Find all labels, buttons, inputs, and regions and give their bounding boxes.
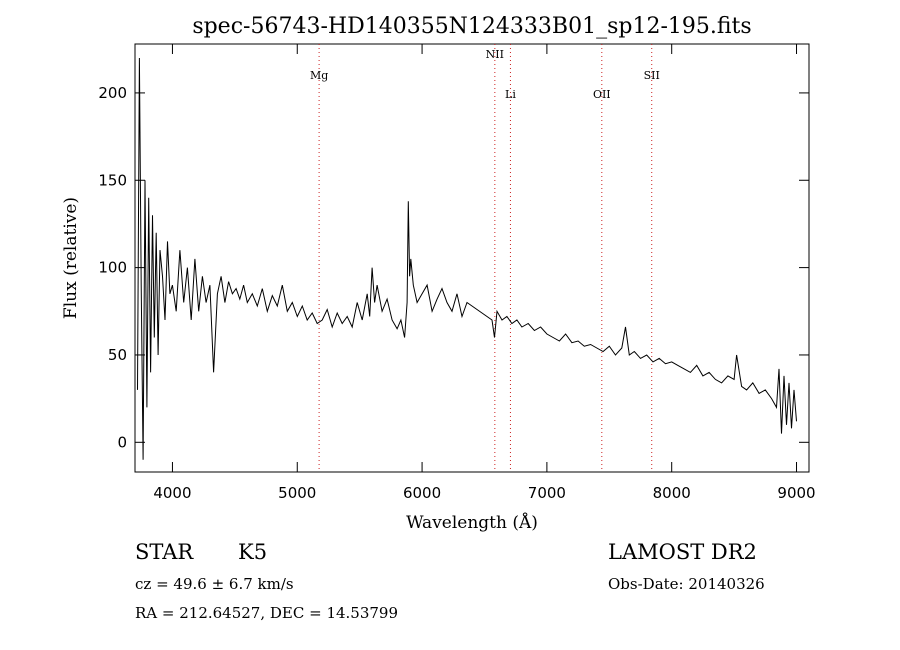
x-tick-label: 9000 bbox=[777, 484, 815, 502]
y-tick-label: 50 bbox=[108, 346, 127, 364]
chart-title: spec-56743-HD140355N124333B01_sp12-195.f… bbox=[192, 14, 751, 39]
coordinates: RA = 212.64527, DEC = 14.53799 bbox=[135, 604, 399, 622]
annotation-label: OII bbox=[593, 88, 611, 101]
subclass-label: K5 bbox=[238, 540, 268, 564]
x-tick-label: 6000 bbox=[403, 484, 441, 502]
y-axis-label: Flux (relative) bbox=[61, 197, 81, 319]
y-tick-label: 100 bbox=[98, 259, 127, 277]
line-annotations: Mg NII Li OII SII bbox=[310, 44, 660, 472]
survey-label: LAMOST DR2 bbox=[608, 540, 757, 564]
y-tick-label: 200 bbox=[98, 84, 127, 102]
x-axis-label: Wavelength (Å) bbox=[406, 512, 538, 533]
obs-date: Obs-Date: 20140326 bbox=[608, 575, 765, 593]
annotation-label: NII bbox=[486, 48, 504, 61]
x-tick-label: 5000 bbox=[278, 484, 316, 502]
spectrum-line bbox=[137, 57, 797, 460]
annotation-label: Mg bbox=[310, 69, 328, 82]
plot-frame bbox=[134, 43, 810, 473]
annotation-label: SII bbox=[644, 69, 660, 82]
y-tick-label: 150 bbox=[98, 171, 127, 189]
cz-value: cz = 49.6 ± 6.7 km/s bbox=[135, 575, 294, 593]
x-tick-label: 7000 bbox=[528, 484, 566, 502]
annotation-label: Li bbox=[505, 88, 516, 101]
y-tick-label: 0 bbox=[117, 433, 127, 451]
class-label: STAR bbox=[135, 540, 194, 564]
axis-ticks: 4000 5000 6000 7000 8000 9000 0 50 100 150 200 bbox=[98, 44, 816, 502]
x-tick-label: 4000 bbox=[153, 484, 191, 502]
x-tick-label: 8000 bbox=[653, 484, 691, 502]
